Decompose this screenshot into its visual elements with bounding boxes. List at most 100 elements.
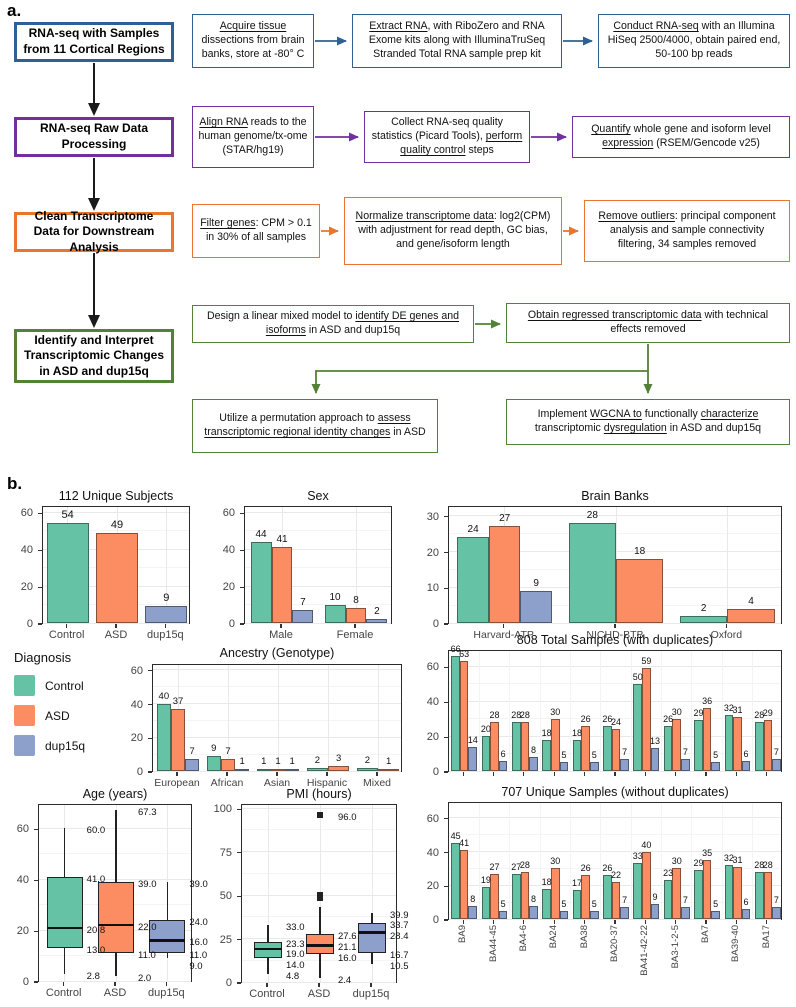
chart-title: Age (years) — [82, 787, 148, 801]
y-tick-mark — [240, 586, 244, 588]
grid-vertical — [569, 651, 571, 771]
bar — [46, 523, 89, 623]
bar — [650, 903, 660, 919]
x-tick-label: Male — [269, 629, 293, 641]
bar-value-label: 2 — [314, 754, 321, 766]
x-tick-mark — [280, 624, 282, 628]
bar-value-label: 35 — [702, 848, 713, 858]
median-line — [98, 923, 134, 927]
bar — [451, 655, 460, 771]
grid-vertical — [371, 805, 373, 982]
grid-vertical — [721, 651, 723, 771]
grid-line — [449, 770, 781, 772]
stat-label: 14.0 — [286, 959, 305, 971]
x-tick-label: African — [210, 777, 244, 789]
x-tick-mark — [226, 772, 228, 776]
x-axis: Control ASD dup15q — [241, 983, 397, 1005]
grid-line — [43, 622, 189, 624]
x-tick-label: Oxford — [710, 629, 743, 641]
bar — [285, 769, 300, 771]
bar-value-label: 5 — [561, 750, 567, 761]
x-tick-label: Asian — [263, 777, 291, 789]
x-tick-mark — [326, 772, 328, 776]
bar-value-label: 23 — [663, 868, 674, 879]
grid-line — [242, 851, 396, 853]
bar-value-label: 28 — [519, 710, 530, 721]
x-tick-label: European — [154, 777, 200, 789]
bar — [620, 907, 629, 919]
x-tick-label: Control — [48, 629, 85, 641]
legend-swatch — [14, 735, 35, 756]
x-tick-mark — [735, 920, 738, 924]
grid-line — [449, 851, 781, 853]
y-tick-mark — [444, 516, 448, 518]
bar-value-label: 29 — [762, 708, 773, 719]
arrow-analysis-branch-left — [311, 344, 649, 394]
bar-value-label: 5 — [500, 898, 506, 909]
x-tick-label: dup15q — [147, 987, 185, 999]
grid-vertical — [691, 803, 693, 919]
x-tick-mark — [614, 920, 616, 924]
stat-label: 39.9 — [390, 909, 409, 921]
bar-value-label: 7 — [622, 746, 628, 757]
panel-a-label: a. — [7, 1, 22, 20]
bar — [520, 590, 552, 623]
outlier-point — [317, 892, 323, 898]
bar-value-label: 7 — [300, 597, 306, 609]
flow-step-collect-qc: Collect RNA-seq quality statistics (Pica… — [364, 111, 530, 163]
bar — [616, 558, 664, 623]
bar-value-label: 2 — [364, 754, 371, 766]
x-tick-mark — [115, 624, 117, 628]
stat-label: 27.6 — [338, 931, 357, 943]
bar — [724, 865, 734, 919]
x-tick-mark — [164, 624, 166, 628]
flow-step-linear-mixed-model: Design a linear mixed model to identify … — [192, 305, 474, 343]
y-tick-mark — [237, 895, 241, 897]
bar-value-label: 40 — [641, 839, 652, 850]
bar-value-label: 1 — [261, 756, 267, 768]
x-tick-mark — [614, 624, 616, 628]
bar — [170, 708, 186, 771]
bar-value-label: 7 — [225, 746, 231, 758]
grid-minor — [449, 867, 781, 869]
bar-value-label: 28 — [519, 859, 530, 870]
grid-vertical — [600, 803, 602, 919]
bar-value-label: 30 — [550, 706, 561, 717]
y-tick-label: 30 — [426, 510, 439, 523]
x-tick-mark — [675, 920, 677, 924]
y-tick-label: 0 — [26, 618, 33, 630]
bar — [581, 725, 590, 771]
stat-label: 11.0 — [138, 950, 156, 962]
bar-value-label: 22 — [610, 869, 622, 880]
bar — [572, 739, 582, 771]
y-tick-label: 40 — [426, 846, 439, 859]
x-tick-label: BA3-1-2-5 — [669, 925, 681, 969]
bar — [681, 758, 690, 771]
x-tick-label: BA24 — [548, 925, 560, 949]
legend-items: Control ASD dup15q — [14, 675, 85, 756]
x-tick-label: ASD — [307, 988, 331, 1000]
bar-value-label: 17 — [572, 878, 583, 889]
grid-vertical — [752, 651, 754, 771]
diagnosis-legend: Diagnosis Control ASD dup15q — [14, 650, 85, 765]
grid-minor — [245, 604, 391, 606]
bar-value-label: 49 — [110, 518, 124, 531]
flow-step-wgcna: Implement WGCNA to functionally characte… — [506, 399, 790, 445]
grid-vertical — [355, 507, 357, 623]
stat-label: 39.0 — [138, 878, 157, 890]
x-tick-mark — [462, 920, 464, 924]
stat-label: 23.3 — [286, 938, 305, 950]
y-tick-mark — [34, 930, 38, 932]
grid-vertical — [227, 665, 229, 771]
bar — [724, 715, 734, 771]
bar-value-label: 9 — [163, 592, 170, 605]
grid-line — [245, 585, 391, 587]
y-tick-mark — [444, 736, 448, 738]
bar — [498, 910, 508, 919]
bar-value-label: 26 — [602, 713, 613, 724]
x-tick-label: BA7 — [700, 925, 712, 943]
bar — [235, 769, 250, 771]
bar-value-label: 24 — [610, 717, 622, 728]
grid-line — [43, 511, 189, 513]
grid-vertical — [165, 507, 167, 623]
